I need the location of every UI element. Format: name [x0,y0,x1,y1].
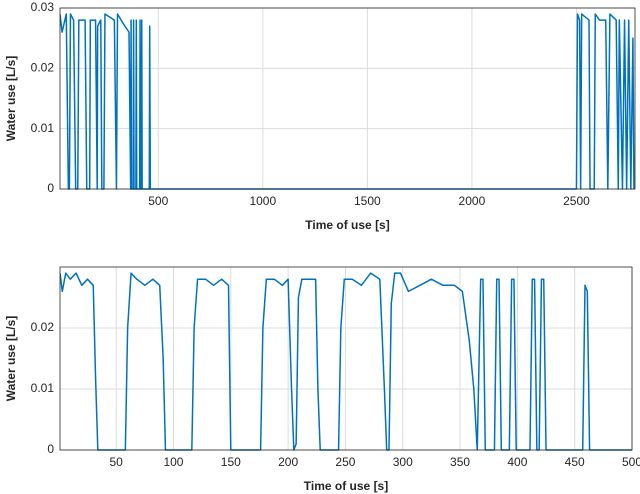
x-tick-label: 500 [148,194,168,208]
axes-frame [59,7,636,190]
x-tick-label: 1500 [354,194,381,208]
x-tick-label: 400 [507,455,527,469]
x-tick-label: 2000 [459,194,486,208]
x-tick-label: 50 [109,455,123,469]
y-axis-label: Water use [L/s] [4,56,18,142]
y-tick-label: 0 [47,181,54,195]
data-line [60,272,632,451]
y-tick-label: 0 [47,442,54,456]
x-tick-label: 500 [622,455,640,469]
axes-frame [59,266,633,451]
x-tick-label: 300 [393,455,413,469]
y-tick-label: 0.03 [31,0,55,14]
x-axis-label: Time of use [s] [305,218,389,232]
x-tick-label: 450 [565,455,585,469]
x-tick-label: 200 [278,455,298,469]
x-tick-label: 100 [163,455,183,469]
x-axis-label: Time of use [s] [304,479,388,493]
y-tick-label: 0.02 [31,320,55,334]
x-tick-label: 1000 [249,194,276,208]
y-tick-label: 0.01 [31,381,55,395]
x-tick-label: 250 [335,455,355,469]
y-axis-label: Water use [L/s] [4,316,18,402]
x-tick-label: 2500 [563,194,590,208]
y-tick-label: 0.01 [31,121,55,135]
y-tick-label: 0.02 [31,61,55,75]
x-tick-label: 150 [221,455,241,469]
plot-area [60,8,635,189]
x-tick-label: 350 [450,455,470,469]
